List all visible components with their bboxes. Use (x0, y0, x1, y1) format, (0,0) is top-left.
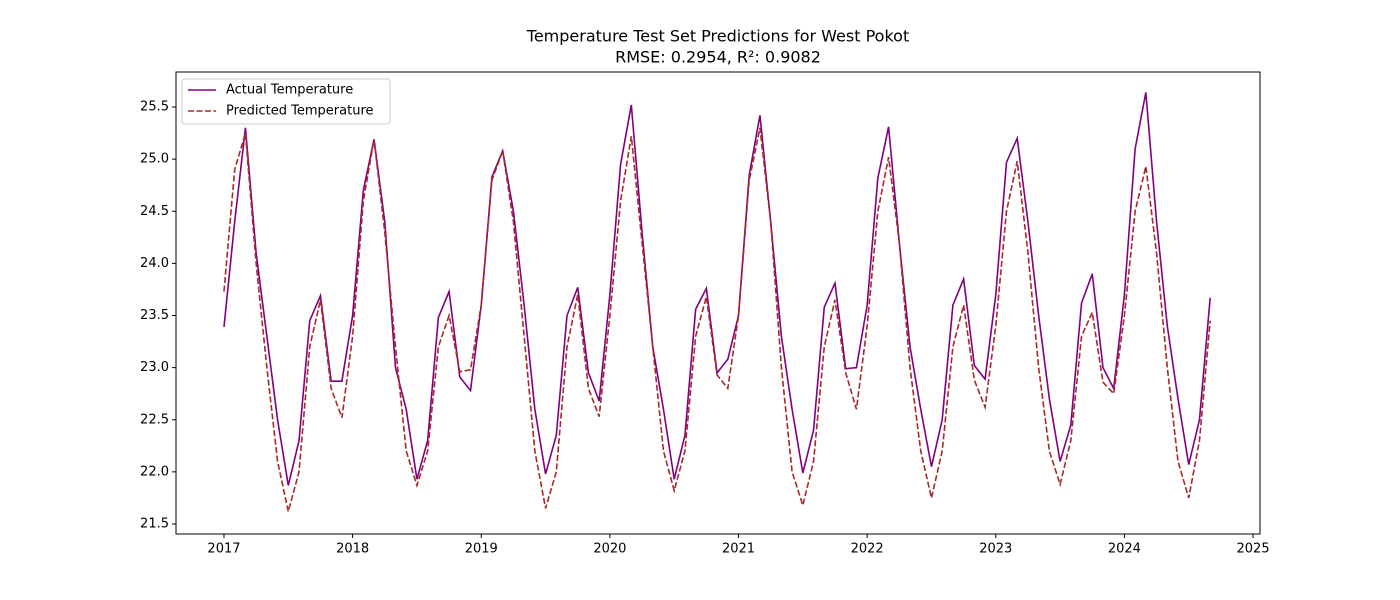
y-tick-label: 21.5 (140, 516, 169, 531)
x-tick-label: 2020 (593, 542, 626, 557)
legend-box (181, 78, 391, 125)
y-tick-label: 24.5 (140, 204, 169, 219)
x-tick-label: 2021 (722, 542, 755, 557)
y-tick-label: 25.0 (140, 152, 169, 167)
y-tick-label: 22.0 (140, 464, 169, 479)
x-tick-label: 2022 (851, 542, 884, 557)
series-line (223, 127, 1211, 512)
x-tick-label: 2017 (207, 542, 240, 557)
y-tick-label: 25.5 (140, 100, 169, 115)
chart-title: Temperature Test Set Predictions for Wes… (526, 27, 909, 46)
x-tick-label: 2025 (1237, 542, 1270, 557)
y-tick-label: 23.5 (140, 308, 169, 323)
x-tick-label: 2019 (465, 542, 498, 557)
y-tick-label: 22.5 (140, 412, 169, 427)
plot-frame (175, 71, 1261, 535)
x-tick-label: 2018 (336, 542, 369, 557)
x-tick-label: 2024 (1108, 542, 1141, 557)
x-tick-label: 2023 (979, 542, 1012, 557)
y-tick-label: 23.0 (140, 360, 169, 375)
legend-label: Predicted Temperature (226, 104, 374, 119)
legend-label: Actual Temperature (226, 83, 353, 98)
y-tick-label: 24.0 (140, 256, 169, 271)
chart-subtitle: RMSE: 0.2954, R²: 0.9082 (615, 48, 821, 67)
